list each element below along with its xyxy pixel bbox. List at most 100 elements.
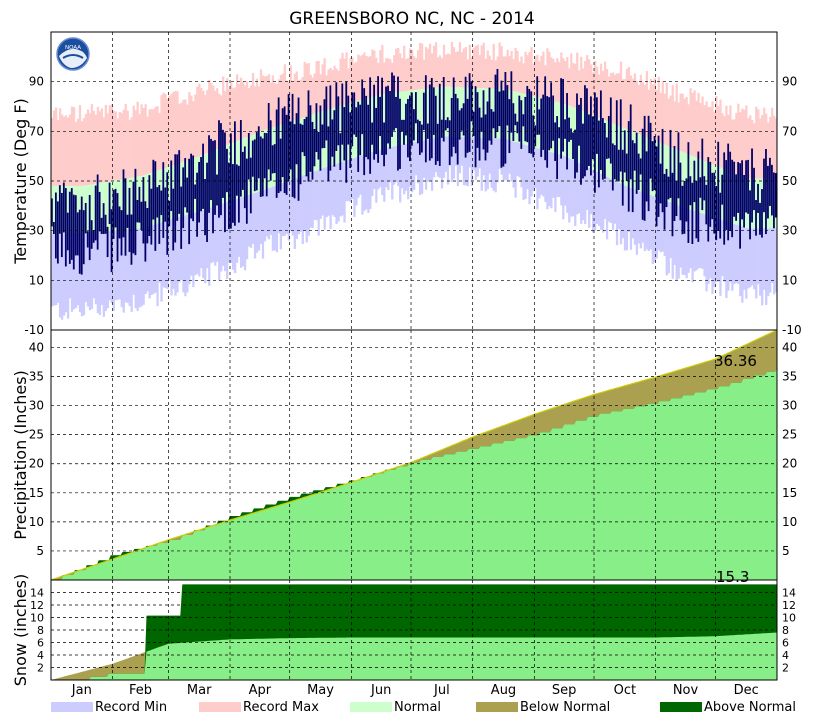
daily-temperature-bar xyxy=(679,162,682,221)
record-max-bar xyxy=(486,50,489,89)
snow-axis-label: Snow (inches) xyxy=(11,574,30,686)
y-tick-label-right: 70 xyxy=(782,124,797,138)
y-tick-label-left: 10 xyxy=(30,612,44,625)
daily-temperature-bar xyxy=(582,123,584,179)
record-max-bar xyxy=(588,59,591,114)
record-max-bar xyxy=(454,51,458,88)
record-max-bar xyxy=(389,59,392,94)
record-max-bar xyxy=(64,115,68,186)
daily-temperature-bar xyxy=(695,180,698,239)
record-max-bar xyxy=(665,82,668,146)
daily-temperature-bar xyxy=(80,196,83,275)
record-max-bar xyxy=(683,98,686,153)
record-max-bar xyxy=(397,47,400,93)
daily-temperature-bar xyxy=(464,76,467,158)
record-min-bar xyxy=(391,146,394,200)
daily-temperature-bar xyxy=(261,138,264,197)
record-min-bar xyxy=(136,228,139,311)
record-max-bar xyxy=(226,78,229,146)
record-max-bar xyxy=(84,114,88,186)
record-max-bar xyxy=(365,56,368,99)
daily-temperature-bar xyxy=(86,231,89,248)
record-max-bar xyxy=(138,114,141,177)
normal-bar xyxy=(448,86,452,137)
record-max-bar xyxy=(564,61,567,105)
record-min-bar xyxy=(510,140,513,182)
daily-temperature-bar xyxy=(263,132,266,179)
record-min-bar xyxy=(291,179,294,236)
record-min-bar xyxy=(771,228,774,283)
record-max-bar xyxy=(450,41,454,87)
daily-temperature-bar xyxy=(204,179,206,236)
normal-bar xyxy=(663,144,666,201)
daily-temperature-bar xyxy=(337,96,340,146)
daily-temperature-bar xyxy=(409,95,411,162)
y-tick-label-right: 25 xyxy=(782,428,797,442)
record-min-bar xyxy=(713,217,716,288)
record-max-bar xyxy=(520,56,523,94)
record-max-bar xyxy=(605,69,609,122)
legend-label: Record Max xyxy=(243,700,319,715)
daily-temperature-bar xyxy=(253,139,256,192)
record-min-bar xyxy=(186,214,189,293)
record-min-bar xyxy=(605,176,609,240)
record-min-bar xyxy=(552,152,555,198)
normal-bar xyxy=(126,178,129,230)
record-max-bar xyxy=(749,115,752,179)
record-min-bar xyxy=(679,206,682,268)
record-max-bar xyxy=(691,92,694,157)
record-min-bar xyxy=(297,177,300,235)
daily-temperature-bar xyxy=(66,212,69,251)
y-tick-label-left: 10 xyxy=(29,515,44,529)
month-label: Dec xyxy=(734,683,759,698)
daily-temperature-bar xyxy=(661,128,664,213)
record-max-bar xyxy=(363,52,366,100)
record-min-bar xyxy=(466,137,469,187)
daily-temperature-bar xyxy=(590,96,592,176)
record-min-bar xyxy=(532,147,535,192)
record-min-bar xyxy=(703,214,706,277)
daily-temperature-bar xyxy=(257,126,260,179)
daily-temperature-bar xyxy=(705,184,708,225)
record-max-bar xyxy=(434,42,438,88)
y-tick-label-right: 40 xyxy=(782,340,797,354)
record-min-bar xyxy=(544,150,547,202)
daily-temperature-bar xyxy=(580,97,582,185)
record-max-bar xyxy=(478,55,481,89)
daily-temperature-bar xyxy=(492,111,495,129)
record-min-bar xyxy=(339,162,342,217)
normal-bar xyxy=(86,185,90,233)
record-min-bar xyxy=(230,200,233,263)
record-max-bar xyxy=(341,52,344,106)
record-max-bar xyxy=(594,60,597,117)
record-max-bar xyxy=(311,77,314,115)
record-min-bar xyxy=(60,233,64,320)
record-max-bar xyxy=(130,117,133,178)
record-max-bar xyxy=(524,51,527,95)
record-max-bar xyxy=(168,95,171,167)
record-min-bar xyxy=(407,143,410,200)
daily-temperature-bar xyxy=(122,169,125,238)
record-min-bar xyxy=(182,215,185,293)
record-max-bar xyxy=(500,46,503,89)
daily-temperature-bar xyxy=(259,136,262,197)
daily-temperature-bar xyxy=(775,173,777,218)
record-max-bar xyxy=(228,89,231,145)
normal-bar xyxy=(675,149,678,205)
daily-temperature-bar xyxy=(558,127,560,139)
daily-temperature-bar xyxy=(635,132,638,194)
daily-temperature-bar xyxy=(265,133,268,197)
daily-temperature-bar xyxy=(228,162,230,230)
record-min-bar xyxy=(64,233,68,313)
record-min-bar xyxy=(751,228,754,286)
y-tick-label-left: 14 xyxy=(30,587,44,600)
daily-temperature-bar xyxy=(496,68,499,132)
record-max-bar xyxy=(216,88,219,150)
record-min-bar xyxy=(669,202,672,259)
record-max-bar xyxy=(407,57,410,91)
record-max-bar xyxy=(572,62,575,108)
record-min-bar xyxy=(568,158,571,223)
daily-temperature-bar xyxy=(323,99,326,149)
legend-label: Above Normal xyxy=(704,700,796,715)
